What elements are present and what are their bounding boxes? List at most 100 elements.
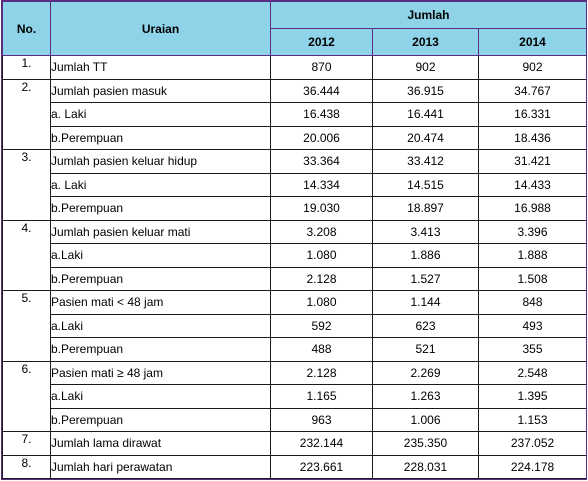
row-number: 7. — [2, 431, 51, 456]
table-row: a.Laki 1.165 1.263 1.395 — [3, 384, 588, 409]
value-2014: 31.421 — [477, 149, 588, 174]
value-2012: 33.364 — [270, 149, 373, 174]
table-header: No. Uraian Jumlah 2012 2013 2014 — [2, 1, 588, 56]
value-2013: 36.915 — [372, 78, 479, 103]
value-2013: 235.350 — [372, 431, 479, 456]
value-2014: 18.436 — [477, 125, 588, 150]
table-row: 3. Jumlah pasien keluar hidup 33.364 33.412… — [2, 149, 588, 221]
value-2013: 623 — [372, 313, 479, 338]
value-2012: 870 — [270, 55, 373, 80]
table-row: b.Perempuan 2.128 1.527 1.508 — [3, 266, 588, 291]
row-number: 1. — [2, 55, 51, 80]
value-2013: 1.006 — [372, 407, 479, 432]
value-2013: 3.413 — [372, 219, 479, 244]
table-row: 5. Pasien mati < 48 jam 1.080 1.144 848 — [2, 290, 588, 362]
value-2014: 2.548 — [477, 360, 588, 385]
value-2013: 33.412 — [372, 149, 479, 174]
value-2013: 1.263 — [372, 384, 479, 409]
value-2014: 848 — [477, 290, 588, 315]
table-row: b.Perempuan 963 1.006 1.153 — [3, 407, 588, 432]
value-2012: 36.444 — [270, 78, 373, 103]
table-row: a. Laki 14.334 14.515 14.433 — [3, 172, 588, 197]
value-2014: 237.052 — [477, 431, 588, 456]
value-2012: 3.208 — [270, 219, 373, 244]
row-label: Jumlah pasien keluar mati — [50, 219, 271, 244]
header-year-2013: 2013 — [372, 28, 479, 56]
row-number: 5. — [2, 290, 51, 362]
value-2014: 1.153 — [477, 407, 588, 432]
value-2013: 902 — [372, 55, 479, 80]
value-2013: 20.474 — [372, 125, 479, 150]
table-row: a. Laki 16.438 16.441 16.331 — [3, 102, 588, 127]
row-label: Pasien mati ≥ 48 jam — [50, 360, 271, 385]
row-label: b.Perempuan — [50, 337, 271, 362]
value-2014: 1.508 — [477, 266, 588, 291]
header-jumlah: Jumlah — [269, 1, 588, 29]
value-2012: 2.128 — [270, 360, 373, 385]
row-label: Jumlah lama dirawat — [50, 431, 271, 456]
table-row: 8. Jumlah hari perawatan 223.661 228.031 224… — [2, 454, 588, 479]
table-row: 7. Jumlah lama dirawat 232.144 235.350 237.0… — [2, 431, 588, 456]
value-2013: 1.527 — [372, 266, 479, 291]
row-label: a. Laki — [50, 172, 271, 197]
value-2013: 1.144 — [372, 290, 479, 315]
value-2012: 963 — [270, 407, 373, 432]
value-2012: 1.080 — [270, 290, 373, 315]
table-row: b.Perempuan 20.006 20.474 18.436 — [3, 125, 588, 150]
value-2012: 2.128 — [270, 266, 373, 291]
value-2012: 223.661 — [270, 454, 373, 479]
table-row: 4. Jumlah pasien keluar mati 3.208 3.413 3.3… — [2, 219, 588, 291]
value-2014: 34.767 — [477, 78, 588, 103]
table-row: a.Laki 592 623 493 — [3, 313, 588, 338]
row-label: b.Perempuan — [50, 266, 271, 291]
table-row: 6. Pasien mati ≥ 48 jam 2.128 2.269 2.548 — [2, 360, 588, 432]
value-2013: 16.441 — [372, 102, 479, 127]
value-2012: 488 — [270, 337, 373, 362]
table-row: a.Laki 1.080 1.886 1.888 — [3, 243, 588, 268]
value-2013: 228.031 — [372, 454, 479, 479]
header-year-2012: 2012 — [270, 28, 373, 56]
value-2014: 3.396 — [477, 219, 588, 244]
row-label: Pasien mati < 48 jam — [50, 290, 271, 315]
value-2014: 16.331 — [477, 102, 588, 127]
value-2013: 1.886 — [372, 243, 479, 268]
table-row: b.Perempuan 488 521 355 — [3, 337, 588, 362]
value-2013: 14.515 — [372, 172, 479, 197]
row-number: 6. — [2, 360, 51, 432]
table-body: 1. Jumlah TT 870 902 902 2. Jumlah pasien masu… — [2, 55, 588, 479]
value-2013: 18.897 — [372, 196, 479, 221]
row-label: Jumlah pasien keluar hidup — [50, 149, 271, 174]
table-row: 1. Jumlah TT 870 902 902 — [2, 55, 588, 80]
row-label: a. Laki — [50, 102, 271, 127]
value-2014: 14.433 — [477, 172, 588, 197]
value-2012: 20.006 — [270, 125, 373, 150]
value-2014: 902 — [477, 55, 588, 80]
row-label: a.Laki — [50, 243, 271, 268]
value-2013: 521 — [372, 337, 479, 362]
header-year-2014: 2014 — [477, 28, 588, 56]
value-2014: 1.395 — [477, 384, 588, 409]
table-row: b.Perempuan 19.030 18.897 16.988 — [3, 196, 588, 221]
value-2012: 14.334 — [270, 172, 373, 197]
value-2012: 1.080 — [270, 243, 373, 268]
row-label: b.Perempuan — [50, 125, 271, 150]
row-label: a.Laki — [50, 313, 271, 338]
value-2014: 224.178 — [477, 454, 588, 479]
value-2012: 19.030 — [270, 196, 373, 221]
value-2012: 16.438 — [270, 102, 373, 127]
value-2014: 16.988 — [477, 196, 588, 221]
row-number: 3. — [2, 149, 51, 221]
header-uraian: Uraian — [50, 1, 271, 56]
row-label: a.Laki — [50, 384, 271, 409]
value-2012: 592 — [270, 313, 373, 338]
table-row: 2. Jumlah pasien masuk 36.444 36.915 34.767 — [2, 78, 588, 150]
value-2013: 2.269 — [372, 360, 479, 385]
row-label: Jumlah hari perawatan — [50, 454, 271, 479]
value-2012: 232.144 — [270, 431, 373, 456]
row-label: b.Perempuan — [50, 196, 271, 221]
header-no: No. — [2, 1, 51, 56]
value-2012: 1.165 — [270, 384, 373, 409]
row-number: 4. — [2, 219, 51, 291]
value-2014: 1.888 — [477, 243, 588, 268]
